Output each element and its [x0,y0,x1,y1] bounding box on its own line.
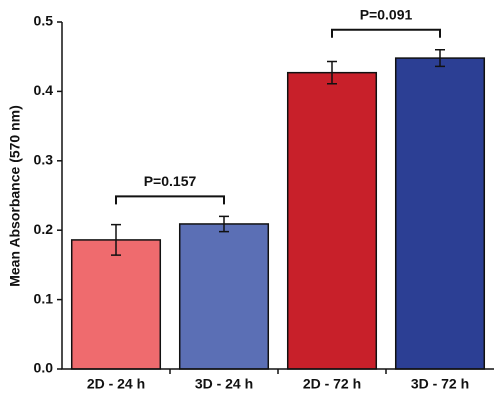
axes [61,22,494,370]
x-tick-label: 3D - 72 h [411,376,469,392]
error-bar [327,60,337,85]
x-tick-label: 2D - 72 h [303,376,361,392]
error-bar [219,215,229,233]
annotation: P=0.091 [360,6,413,22]
bar [178,223,270,370]
error-bar [111,223,121,256]
x-tick-label: 3D - 24 h [195,376,253,392]
bar [70,239,162,370]
x-tick-label: 2D - 24 h [87,376,145,392]
bar [286,71,378,370]
error-bar [435,49,445,68]
y-tick-label: 0.3 [34,152,54,168]
y-tick-label: 0.1 [34,290,54,306]
y-tick-label: 0.4 [34,82,54,98]
significance-bracket [115,195,225,205]
annotation: P=0.157 [144,173,197,189]
y-tick-label: 0.2 [34,221,54,237]
y-tick-label: 0.0 [34,360,54,376]
bar [394,57,486,370]
y-axis-title: Mean Absorbance (570 nm) [7,105,23,287]
y-tick-label: 0.5 [34,13,54,29]
significance-bracket [331,28,441,38]
